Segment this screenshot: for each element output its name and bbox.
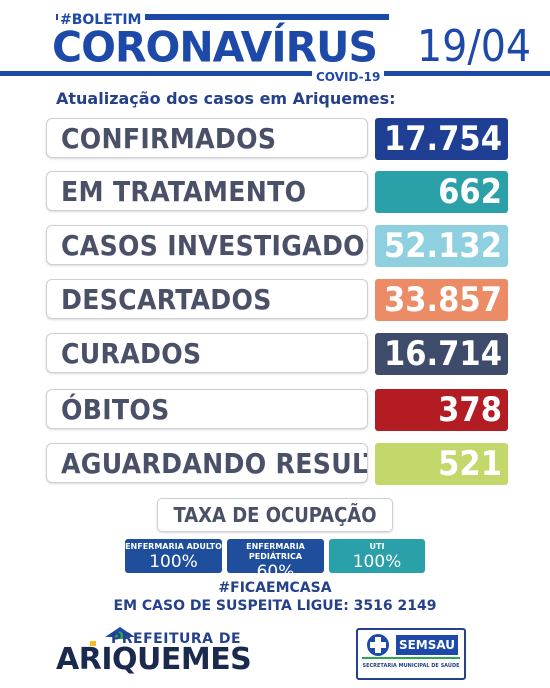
stat-value: 17.754 (375, 118, 508, 160)
header-divider (0, 71, 550, 76)
semsau-subtitle: SECRETARIA MUNICIPAL DE SAÚDE (362, 663, 460, 669)
occupancy-title: TAXA DE OCUPAÇÃO (157, 498, 393, 532)
stat-label: CONFIRMADOS (46, 118, 368, 158)
occupancy-value: 100% (352, 552, 402, 572)
boletim-tag: #BOLETIM (58, 12, 146, 28)
occupancy-item: UTI 100% (329, 539, 425, 573)
occupancy-item: ENFERMARIA PEDIÁTRICA 60% (227, 539, 324, 582)
stat-value: 378 (375, 389, 508, 431)
stat-row: EM TRATAMENTO 662 (46, 171, 508, 213)
ariquemes-text: ARIQUEMES (56, 642, 252, 677)
occupancy-value: 60% (256, 562, 295, 582)
stat-label: EM TRATAMENTO (46, 171, 368, 211)
stat-row: CURADOS 16.714 (46, 333, 508, 375)
logo-accent (90, 641, 96, 646)
stat-label: CASOS INVESTIGADOS (46, 225, 368, 265)
stat-value: 662 (375, 171, 508, 213)
stat-value: 16.714 (375, 333, 508, 375)
stat-label: DESCARTADOS (46, 279, 368, 319)
stat-label: CURADOS (46, 333, 368, 373)
hashtag: #FICAEMCASA (218, 580, 332, 596)
stat-row: ÓBITOS 378 (46, 389, 508, 431)
phone-text: EM CASO DE SUSPEITA LIGUE: 3516 2149 (113, 598, 437, 614)
logo-leaf (112, 631, 128, 639)
occupancy-label: ENFERMARIA PEDIÁTRICA (246, 542, 305, 561)
occupancy-item: ENFERMARIA ADULTO 100% (125, 539, 222, 573)
stat-row: CONFIRMADOS 17.754 (46, 118, 508, 160)
stat-value: 521 (375, 443, 508, 485)
occupancy-value: 100% (149, 552, 198, 572)
stat-label: ÓBITOS (46, 389, 368, 429)
update-text: Atualização dos casos em Ariquemes: (56, 89, 396, 108)
occupancy-label: ENFERMARIA ADULTO (125, 542, 222, 551)
bulletin-date: 19/04 (417, 21, 532, 72)
page-title: CORONAVÍRUS (52, 22, 378, 72)
prefeitura-text: PREFEITURA DE (111, 631, 242, 647)
boletim-bar (56, 14, 389, 20)
stat-row: CASOS INVESTIGADOS 52.132 (46, 225, 508, 267)
stat-value: 52.132 (375, 225, 508, 267)
prefeitura-logo (90, 627, 135, 646)
occupancy-label: UTI (369, 542, 385, 551)
stat-label: AGUARDANDO RESULTADO (46, 443, 368, 483)
semsau-name: SEMSAU (396, 635, 458, 655)
stat-value: 33.857 (375, 279, 508, 321)
stat-row: DESCARTADOS 33.857 (46, 279, 508, 321)
semsau-emblem-icon (362, 634, 460, 659)
semsau-logo: SEMSAU SECRETARIA MUNICIPAL DE SAÚDE (356, 628, 466, 680)
stat-row: AGUARDANDO RESULTADO521 (46, 443, 508, 485)
subtitle: COVID-19 (312, 70, 385, 84)
